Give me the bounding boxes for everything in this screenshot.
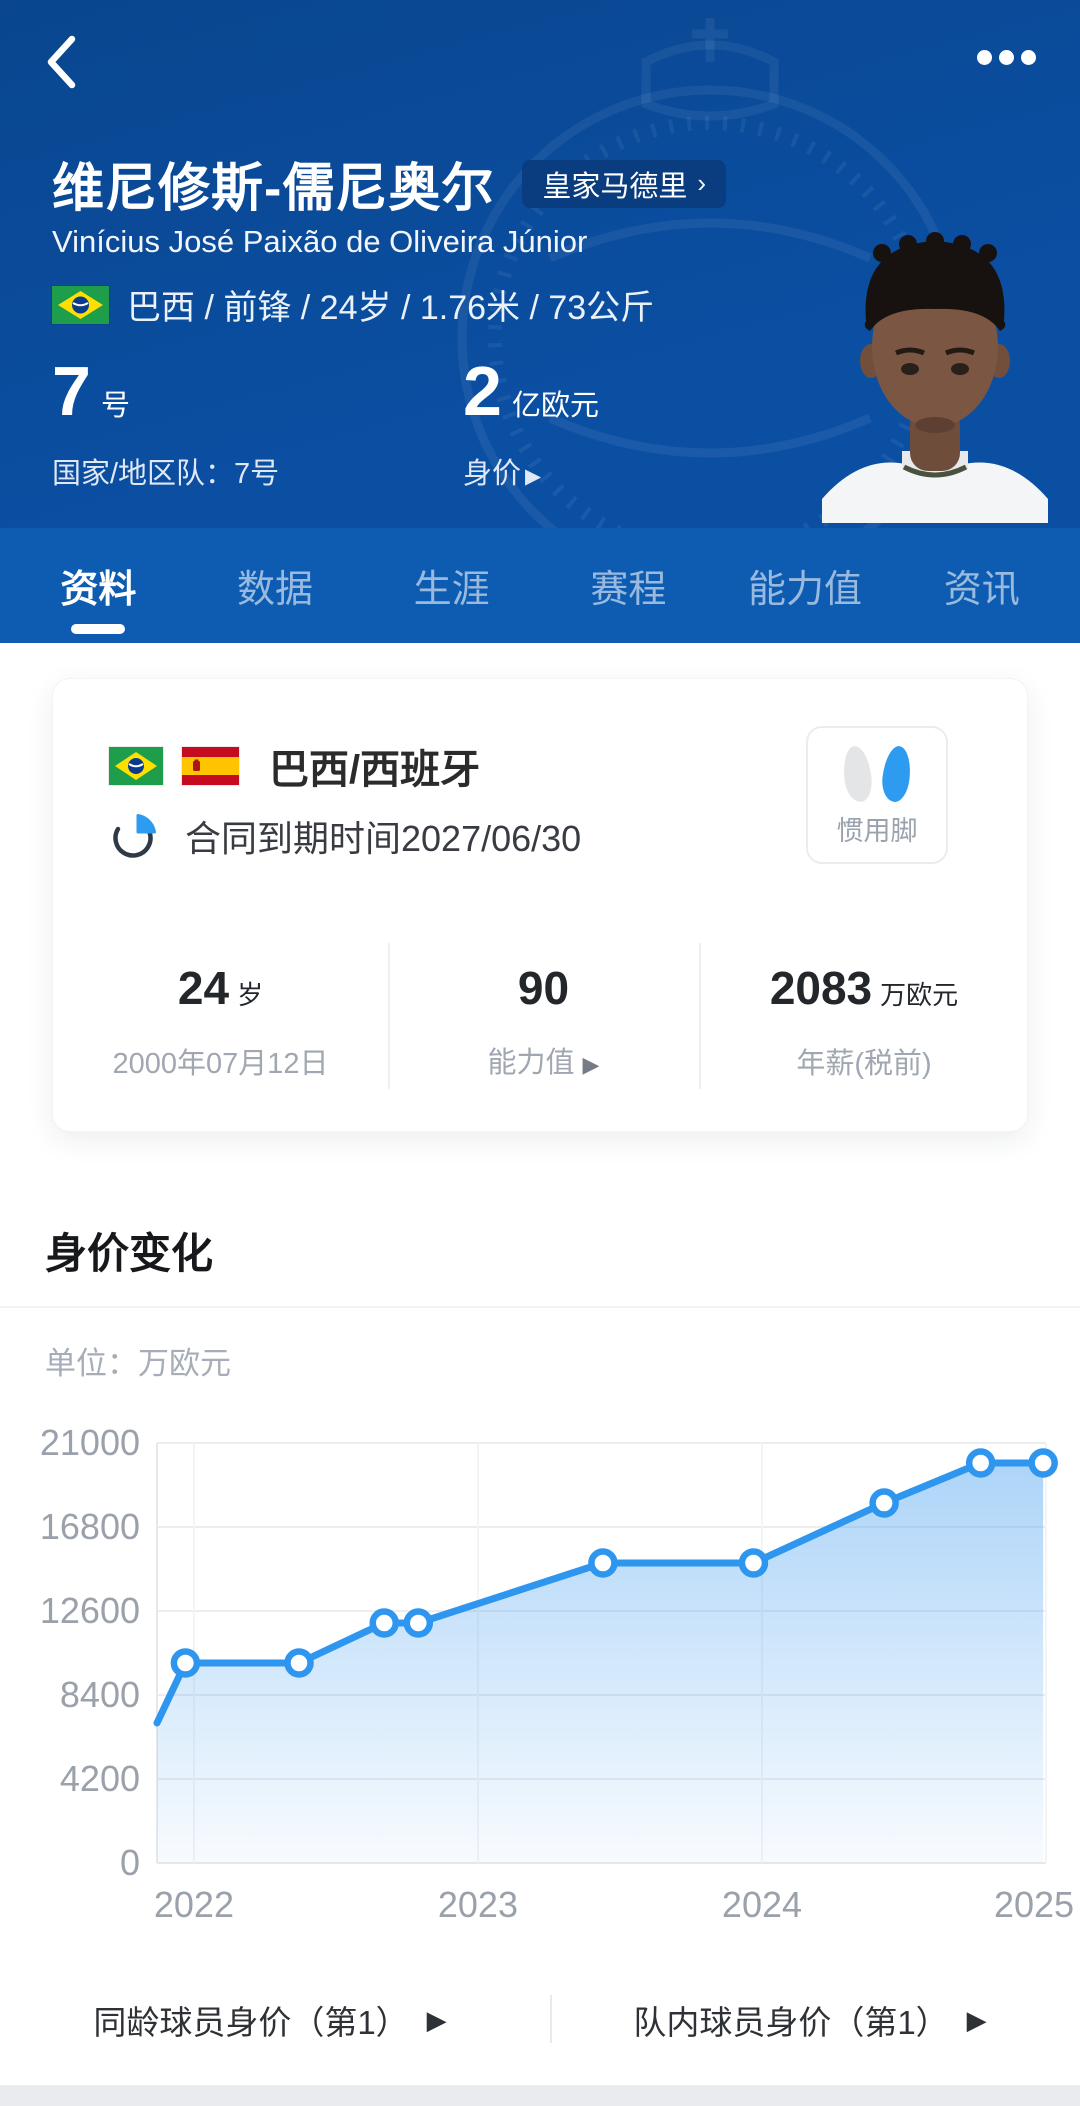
team-value-link[interactable]: 队内球员身价（第1） ▶ xyxy=(540,1983,1080,2057)
market-section-title: 身价变化 xyxy=(45,1230,214,1277)
age-unit: 岁 xyxy=(237,980,264,1010)
tab-news[interactable]: 资讯 xyxy=(893,528,1070,643)
triangle-right-icon: ▶ xyxy=(426,2004,447,2035)
salary-label: 年薪(税前) xyxy=(796,1048,932,1080)
triangle-right-icon: ▶ xyxy=(582,1052,600,1077)
market-value: 2 xyxy=(463,352,502,430)
svg-text:2025: 2025 xyxy=(994,1884,1074,1925)
link-label: 同龄球员身价（第1） xyxy=(93,2004,409,2041)
svg-text:2022: 2022 xyxy=(154,1884,234,1925)
compare-links-row: 同龄球员身价（第1） ▶ 队内球员身价（第1） ▶ xyxy=(0,1983,1080,2057)
svg-text:21000: 21000 xyxy=(40,1422,140,1463)
tab-stats[interactable]: 数据 xyxy=(187,528,364,643)
shirt-number-unit: 号 xyxy=(100,390,130,422)
profile-card: 巴西/西班牙 合同到期时间2027/06/30 惯用脚 24 岁 2000年07… xyxy=(52,678,1028,1132)
player-photo xyxy=(804,211,1066,528)
svg-text:2024: 2024 xyxy=(722,1884,802,1925)
footprints xyxy=(808,744,946,804)
tab-label: 资讯 xyxy=(943,569,1020,611)
chevron-right-icon: › xyxy=(697,168,707,198)
preferred-foot-box: 惯用脚 xyxy=(806,726,948,864)
player-name: 维尼修斯-儒尼奥尔 xyxy=(52,160,495,218)
contract-row: 合同到期时间2027/06/30 xyxy=(109,810,581,862)
contract-label: 合同到期时间2027/06/30 xyxy=(185,818,582,859)
tab-rating[interactable]: 能力值 xyxy=(717,528,894,643)
back-chevron-icon xyxy=(47,35,76,89)
contract-pie-icon xyxy=(113,814,156,858)
divider xyxy=(388,943,390,1089)
nationality-row: 巴西/西班牙 xyxy=(109,737,480,795)
svg-text:16800: 16800 xyxy=(40,1506,140,1547)
shirt-number-block: 7 号 xyxy=(52,356,130,426)
triangle-right-icon: ▶ xyxy=(966,2004,987,2035)
same-age-value-link[interactable]: 同龄球员身价（第1） ▶ xyxy=(0,1983,540,2057)
market-value-chart: 0 4200 8400 12600 16800 21000 2022 2023 2024 2025 xyxy=(0,1395,1080,1955)
player-name-row: 维尼修斯-儒尼奥尔 皇家马德里 › xyxy=(52,146,727,221)
tab-bar: 资料 数据 生涯 赛程 能力值 资讯 xyxy=(0,528,1080,643)
svg-text:4200: 4200 xyxy=(60,1758,140,1799)
market-value-block: 2 亿欧元 xyxy=(463,356,599,426)
link-label: 队内球员身价（第1） xyxy=(633,2004,949,2041)
age-value: 24 xyxy=(177,962,230,1014)
market-value-link[interactable]: 身价 ▶ xyxy=(463,450,541,492)
triangle-right-icon: ▶ xyxy=(525,465,542,488)
brazil-flag-icon xyxy=(109,747,163,785)
tab-label: 资料 xyxy=(60,569,137,611)
active-tab-underline xyxy=(71,624,126,634)
svg-text:8400: 8400 xyxy=(60,1674,140,1715)
rating-label: 能力值 xyxy=(487,1047,575,1079)
birthdate-label: 2000年07月12日 xyxy=(112,1048,329,1080)
svg-text:12600: 12600 xyxy=(40,1590,140,1631)
tab-career[interactable]: 生涯 xyxy=(363,528,540,643)
preferred-foot-label: 惯用脚 xyxy=(836,816,918,846)
back-button[interactable] xyxy=(44,30,104,94)
tab-label: 数据 xyxy=(237,569,314,611)
player-full-name: Vinícius José Paixão de Oliveira Júnior xyxy=(52,224,588,259)
chart-unit-label: 单位：万欧元 xyxy=(45,1346,231,1381)
shirt-number: 7 xyxy=(52,352,91,430)
svg-text:2023: 2023 xyxy=(438,1884,518,1925)
stat-age: 24 岁 2000年07月12日 xyxy=(53,965,388,1082)
tab-label: 能力值 xyxy=(748,569,863,611)
player-header: 维尼修斯-儒尼奥尔 皇家马德里 › Vinícius José Paixão d… xyxy=(0,0,1080,528)
home-indicator-strip xyxy=(0,2085,1080,2106)
salary-value: 2083 xyxy=(769,962,873,1014)
right-footprint-icon xyxy=(879,744,914,804)
rating-value: 90 xyxy=(517,962,570,1014)
player-info-line: 巴西 / 前锋 / 24岁 / 1.76米 / 73公斤 xyxy=(127,289,655,327)
club-badge-label: 皇家马德里 xyxy=(542,170,688,203)
salary-unit: 万欧元 xyxy=(880,980,959,1010)
player-info-row: 巴西 / 前锋 / 24岁 / 1.76米 / 73公斤 xyxy=(52,280,654,329)
market-value-unit: 亿欧元 xyxy=(511,390,599,422)
divider xyxy=(0,1306,1080,1308)
shirt-number-label: 国家/地区队：7号 xyxy=(52,458,280,490)
stat-rating[interactable]: 90 能力值 ▶ xyxy=(388,965,699,1081)
divider xyxy=(699,943,701,1089)
club-badge[interactable]: 皇家马德里 › xyxy=(522,159,727,208)
divider xyxy=(550,1995,552,2043)
tab-profile[interactable]: 资料 xyxy=(10,528,187,643)
nationality-label: 巴西/西班牙 xyxy=(269,748,481,792)
spain-flag-icon xyxy=(182,747,239,785)
dot-icon xyxy=(977,50,992,65)
brazil-flag-icon xyxy=(52,285,109,324)
tab-label: 赛程 xyxy=(590,569,667,611)
svg-text:0: 0 xyxy=(120,1842,140,1883)
market-value-label: 身价 xyxy=(463,458,522,490)
tab-label: 生涯 xyxy=(413,569,490,611)
tab-schedule[interactable]: 赛程 xyxy=(540,528,717,643)
more-menu-button[interactable] xyxy=(977,50,1036,65)
stat-salary: 2083 万欧元 年薪(税前) xyxy=(699,965,1029,1082)
dot-icon xyxy=(999,50,1014,65)
dot-icon xyxy=(1021,50,1036,65)
left-footprint-icon xyxy=(841,744,874,804)
